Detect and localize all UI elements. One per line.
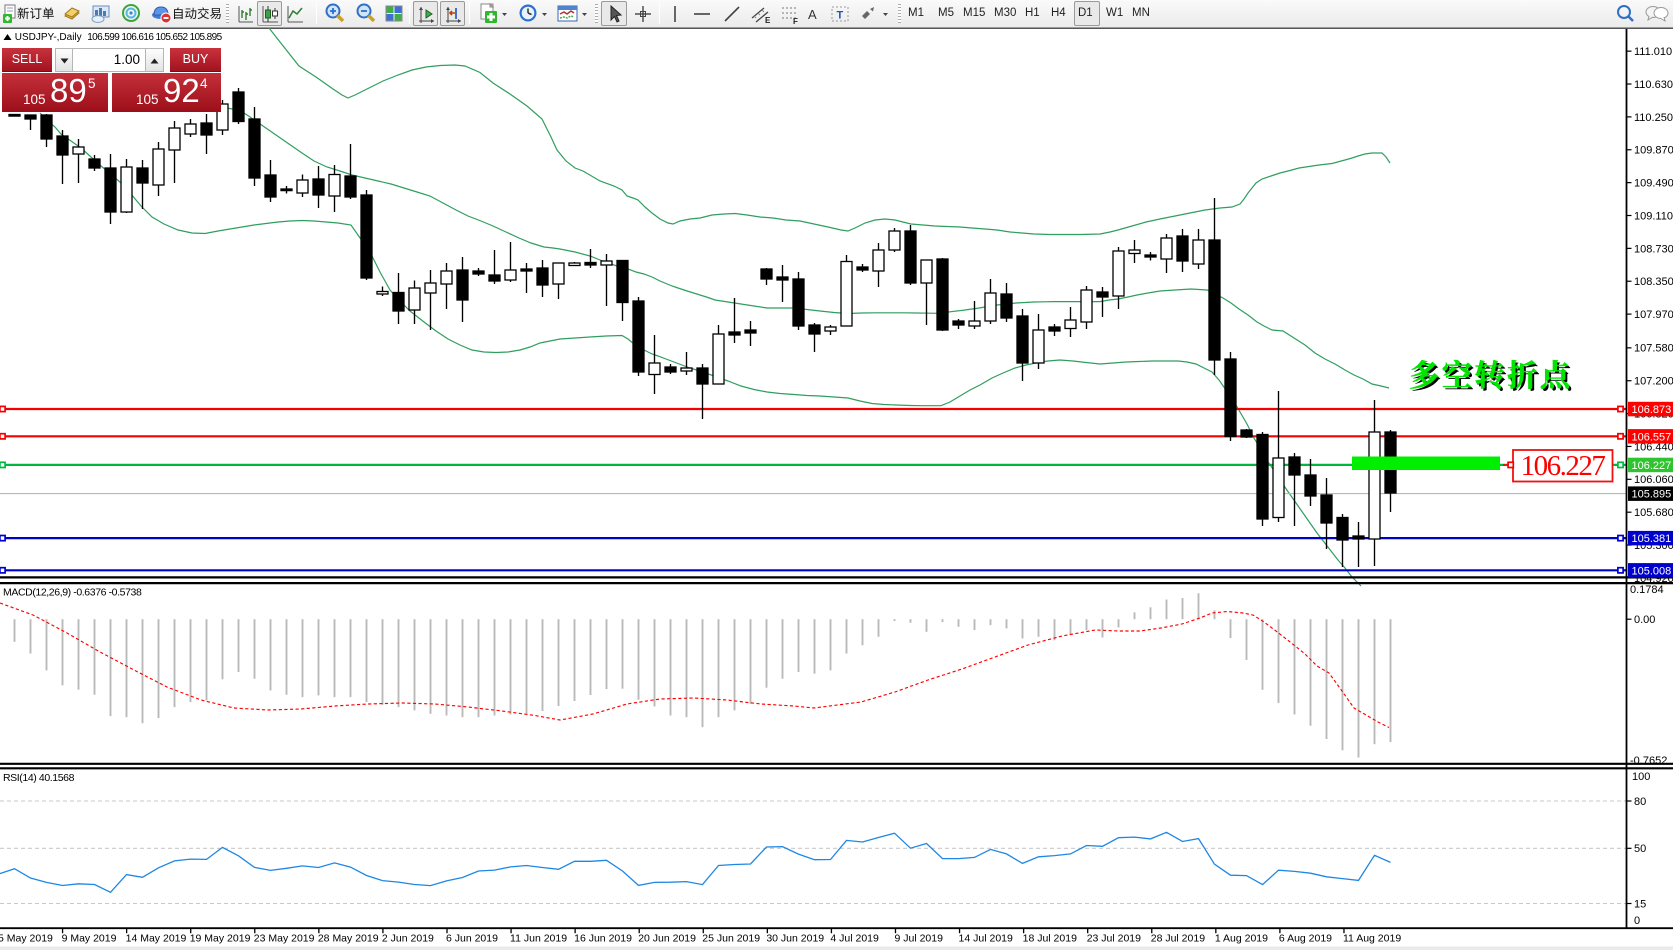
- svg-text:15: 15: [1634, 898, 1646, 910]
- svg-text:-0.7652: -0.7652: [1630, 755, 1667, 767]
- svg-text:100: 100: [1632, 771, 1650, 783]
- svg-text:105.381: 105.381: [1632, 533, 1672, 545]
- svg-text:T: T: [837, 10, 844, 22]
- svg-text:25 Jun 2019: 25 Jun 2019: [702, 933, 760, 945]
- svg-text:110.630: 110.630: [1634, 79, 1673, 91]
- svg-text:28 May 2019: 28 May 2019: [318, 933, 379, 945]
- svg-text:105.008: 105.008: [1632, 565, 1672, 577]
- svg-text:110.250: 110.250: [1634, 112, 1673, 124]
- svg-text:109.110: 109.110: [1634, 210, 1673, 222]
- svg-text:105.895: 105.895: [1632, 489, 1672, 501]
- svg-text:0.1784: 0.1784: [1630, 584, 1664, 596]
- svg-text:107.970: 107.970: [1634, 309, 1673, 321]
- svg-text:106.227: 106.227: [1521, 450, 1606, 482]
- svg-text:0.00: 0.00: [1634, 614, 1655, 626]
- svg-text:14 May 2019: 14 May 2019: [126, 933, 187, 945]
- svg-text:5 May 2019: 5 May 2019: [0, 933, 53, 945]
- svg-text:106.227: 106.227: [1632, 460, 1672, 472]
- svg-text:E: E: [765, 16, 771, 25]
- svg-text:23 Jul 2019: 23 Jul 2019: [1087, 933, 1141, 945]
- svg-text:23 May 2019: 23 May 2019: [254, 933, 315, 945]
- svg-text:9 May 2019: 9 May 2019: [62, 933, 117, 945]
- svg-text:109.490: 109.490: [1634, 178, 1673, 190]
- svg-text:111.010: 111.010: [1634, 46, 1672, 58]
- svg-text:14 Jul 2019: 14 Jul 2019: [959, 933, 1013, 945]
- svg-text:F: F: [793, 17, 798, 26]
- svg-text:19 May 2019: 19 May 2019: [190, 933, 251, 945]
- svg-text:6 Jun 2019: 6 Jun 2019: [446, 933, 498, 945]
- svg-text:RSI(14) 40.1568: RSI(14) 40.1568: [3, 772, 75, 784]
- svg-text:18 Jul 2019: 18 Jul 2019: [1023, 933, 1077, 945]
- svg-text:20 Jun 2019: 20 Jun 2019: [638, 933, 696, 945]
- svg-text:11 Aug 2019: 11 Aug 2019: [1343, 933, 1401, 945]
- svg-text:109.870: 109.870: [1634, 145, 1673, 157]
- svg-text:0: 0: [1634, 915, 1640, 927]
- svg-text:107.580: 107.580: [1634, 343, 1673, 355]
- svg-text:105.680: 105.680: [1634, 507, 1673, 519]
- svg-text:106.557: 106.557: [1632, 431, 1672, 443]
- svg-text:16 Jun 2019: 16 Jun 2019: [574, 933, 632, 945]
- svg-text:30 Jun 2019: 30 Jun 2019: [766, 933, 824, 945]
- svg-text:106.440: 106.440: [1634, 441, 1673, 453]
- svg-text:106.060: 106.060: [1634, 474, 1673, 486]
- svg-text:108.350: 108.350: [1634, 276, 1673, 288]
- svg-text:108.730: 108.730: [1634, 243, 1673, 255]
- svg-text:1 Aug 2019: 1 Aug 2019: [1215, 933, 1268, 945]
- svg-text:107.200: 107.200: [1634, 376, 1673, 388]
- svg-text:50: 50: [1634, 843, 1646, 855]
- svg-text:9 Jul 2019: 9 Jul 2019: [894, 933, 943, 945]
- svg-text:MACD(12,26,9) -0.6376 -0.5738: MACD(12,26,9) -0.6376 -0.5738: [3, 587, 142, 599]
- svg-text:106.873: 106.873: [1632, 404, 1672, 416]
- svg-text:6 Aug 2019: 6 Aug 2019: [1279, 933, 1332, 945]
- svg-text:80: 80: [1634, 796, 1646, 808]
- svg-text:11 Jun 2019: 11 Jun 2019: [510, 933, 567, 945]
- svg-text:2 Jun 2019: 2 Jun 2019: [382, 933, 434, 945]
- svg-text:28 Jul 2019: 28 Jul 2019: [1151, 933, 1205, 945]
- svg-text:4 Jul 2019: 4 Jul 2019: [830, 933, 879, 945]
